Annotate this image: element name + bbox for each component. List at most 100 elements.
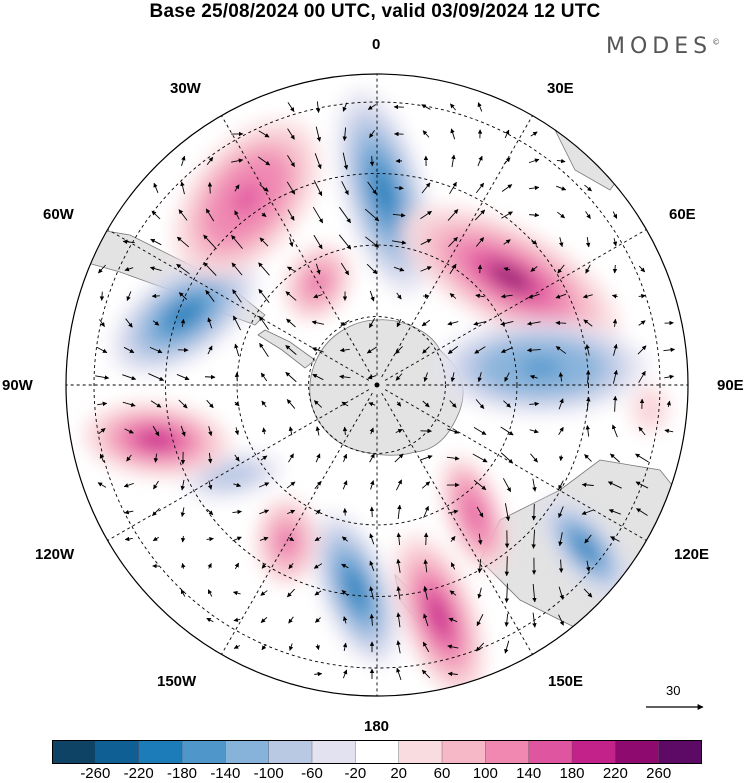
wind-arrow bbox=[447, 428, 460, 434]
wind-arrow bbox=[287, 102, 295, 113]
wind-arrow bbox=[314, 590, 322, 596]
lon-label-0: 0 bbox=[372, 36, 381, 53]
wind-arrow bbox=[532, 612, 537, 628]
wind-arrow bbox=[423, 613, 429, 627]
wind-arrow bbox=[341, 181, 349, 196]
wind-arrow bbox=[396, 401, 402, 407]
map-title: Base 25/08/2024 00 UTC, valid 03/09/2024… bbox=[149, 1, 601, 22]
wind-arrow bbox=[477, 372, 482, 383]
wind-arrow bbox=[176, 263, 190, 275]
wind-arrow bbox=[613, 343, 618, 356]
wind-arrow bbox=[369, 533, 375, 545]
wind-arrow bbox=[180, 507, 186, 518]
wind-arrow bbox=[638, 265, 646, 273]
wind-arrow bbox=[260, 617, 268, 623]
wind-arrow bbox=[313, 400, 323, 408]
wind-arrow bbox=[207, 452, 213, 464]
wind-arrow bbox=[530, 239, 538, 245]
wind-arrow bbox=[585, 370, 591, 384]
wind-arrow bbox=[610, 536, 620, 542]
positive-anomaly bbox=[392, 533, 485, 696]
colorbar-cell bbox=[311, 740, 357, 764]
wind-arrow bbox=[586, 396, 591, 411]
wind-arrow bbox=[315, 509, 321, 515]
wind-arrow bbox=[584, 534, 592, 544]
wind-arrow bbox=[663, 347, 676, 353]
wind-arrow bbox=[369, 453, 375, 463]
wind-arrow bbox=[288, 426, 294, 436]
wind-arrow bbox=[557, 211, 566, 219]
wind-arrow bbox=[450, 128, 456, 140]
wind-arrow bbox=[395, 428, 403, 434]
wind-arrow bbox=[315, 263, 321, 275]
colorbar-tick-label: -220 bbox=[123, 765, 154, 782]
wind-arrow bbox=[231, 158, 244, 163]
wind-arrow bbox=[153, 453, 159, 463]
wind-arrow bbox=[527, 321, 541, 326]
lat-lon-grid bbox=[66, 74, 688, 696]
colorbar-cell bbox=[398, 740, 443, 764]
colorbar-tick-label: -140 bbox=[210, 765, 241, 782]
wind-arrow bbox=[204, 374, 216, 380]
colorbar-tick-label: 60 bbox=[433, 765, 451, 782]
wind-arrow bbox=[558, 614, 564, 626]
colorbar-tick-label: -180 bbox=[166, 765, 198, 782]
wind-arrow bbox=[369, 613, 375, 626]
wind-arrow bbox=[342, 102, 348, 112]
colorbar-cell bbox=[95, 740, 140, 764]
wind-arrow bbox=[342, 127, 348, 142]
wind-arrow bbox=[664, 428, 674, 434]
wind-arrow bbox=[342, 426, 348, 435]
wind-arrow bbox=[558, 586, 564, 600]
wind-arrow bbox=[423, 559, 428, 573]
wind-arrow bbox=[315, 644, 320, 651]
wind-arrow bbox=[451, 154, 456, 168]
wind-arrow bbox=[176, 236, 190, 248]
wind-arrow bbox=[608, 509, 621, 515]
wind-arrow bbox=[500, 320, 514, 326]
wind-arrow bbox=[180, 425, 186, 437]
wind-arrow bbox=[477, 559, 482, 574]
colorbar-cell bbox=[52, 740, 97, 764]
wind-arrow bbox=[556, 185, 567, 191]
wind-arrow bbox=[635, 453, 649, 463]
wind-arrow bbox=[288, 563, 294, 569]
wind-arrow bbox=[148, 373, 165, 381]
wind-arrow bbox=[450, 562, 456, 570]
wind-arrow bbox=[585, 424, 591, 437]
wind-arrow bbox=[232, 289, 242, 303]
wind-arrow bbox=[666, 400, 671, 408]
wind-arrow bbox=[638, 426, 646, 436]
wind-arrow bbox=[583, 319, 593, 327]
wind-arrow bbox=[392, 212, 406, 218]
wind-arrow bbox=[124, 509, 134, 515]
wind-arrow bbox=[285, 291, 297, 301]
wind-arrow bbox=[369, 586, 374, 600]
lon-label-60e: 60E bbox=[669, 206, 696, 223]
wind-arrow bbox=[475, 182, 485, 194]
wind-arrow bbox=[585, 344, 590, 356]
wind-arrow bbox=[367, 374, 377, 380]
lon-label-90w: 90W bbox=[2, 377, 33, 394]
wind-arrow bbox=[260, 372, 268, 382]
copyright-mark: © bbox=[712, 37, 721, 47]
wind-arrow bbox=[422, 346, 430, 354]
wind-arrow bbox=[477, 155, 483, 167]
wind-arrow bbox=[181, 155, 186, 167]
wind-arrow bbox=[532, 584, 537, 603]
wind-arrow bbox=[584, 184, 592, 192]
wind-arrow bbox=[152, 536, 160, 542]
wind-arrow bbox=[450, 372, 456, 383]
wind-arrow bbox=[369, 506, 375, 518]
wind-arrow bbox=[504, 613, 509, 627]
wind-arrow bbox=[558, 559, 564, 573]
wind-arrow bbox=[313, 563, 323, 569]
wind-arrow bbox=[234, 562, 240, 570]
wind-arrow bbox=[582, 294, 593, 299]
colorbar-cell bbox=[355, 740, 400, 764]
wind-arrow bbox=[122, 374, 137, 381]
wind-arrow bbox=[122, 401, 136, 407]
colorbar-tick-label: 100 bbox=[472, 765, 498, 782]
wind-arrow bbox=[233, 315, 241, 331]
wind-arrow bbox=[504, 556, 510, 577]
